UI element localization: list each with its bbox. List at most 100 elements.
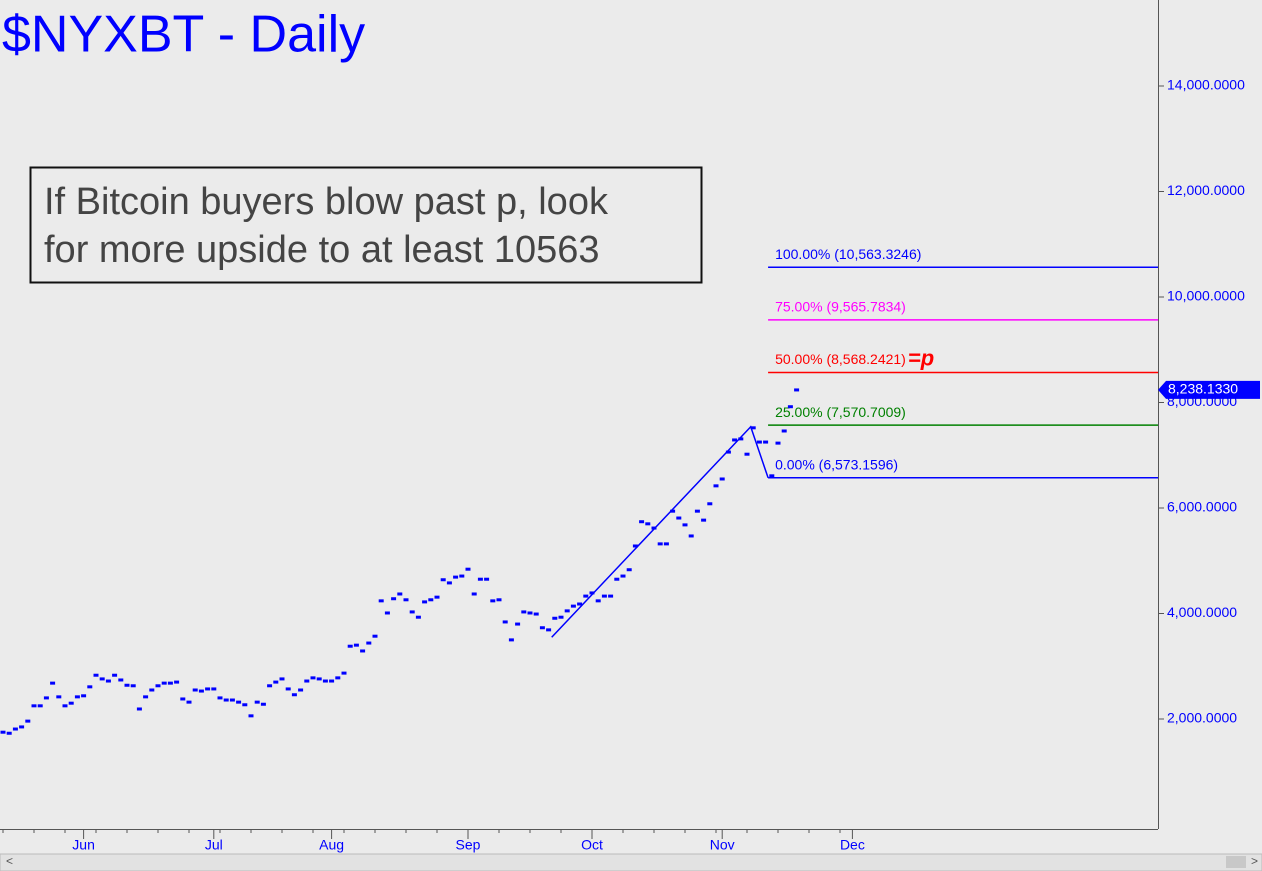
annotation-box [29,166,703,284]
price-dash [732,438,738,442]
price-dash [105,679,111,683]
price-dash [50,681,56,685]
annotation-line: If Bitcoin buyers blow past p, look [44,181,609,223]
price-dash [639,520,645,524]
price-dash [242,703,248,707]
price-dash [527,611,533,615]
price-dash [552,616,558,620]
fib-note: =p [908,345,934,370]
price-dash [564,609,570,613]
price-dash [217,696,223,700]
price-dash [174,680,180,684]
scroll-left[interactable]: < [6,854,13,868]
price-dash [136,707,142,711]
price-dash [490,599,496,603]
price-dash [601,594,607,598]
price-dash [756,440,762,444]
price-dash [384,611,390,615]
price-dash [366,641,372,645]
fib-label: 100.00% (10,563.3246) [775,246,921,262]
price-dash [415,615,421,619]
y-tick-label: 12,000.0000 [1167,182,1245,198]
price-dash [701,518,707,522]
price-dash [19,725,25,729]
price-dash [192,688,198,692]
price-dash [155,684,161,688]
price-dash [539,626,545,630]
price-dash [657,542,663,546]
price-dash [533,612,539,616]
price-dash [316,677,322,681]
price-dash [738,437,744,441]
price-dash [56,695,62,699]
price-dash [775,441,781,445]
x-tick-label: Nov [710,837,735,853]
price-marker [1158,380,1260,399]
price-dash [663,542,669,546]
price-dash [360,649,366,653]
price-dash [484,577,490,581]
price-dash [521,610,527,614]
scroll-thumb[interactable] [1226,856,1246,868]
fib-label: 25.00% (7,570.7009) [775,404,906,420]
price-dash [459,574,465,578]
price-dash [707,502,713,506]
price-dash [279,677,285,681]
scroll-right[interactable]: > [1251,854,1258,868]
price-dash [446,581,452,585]
price-dash [68,701,74,705]
price-dash [508,638,514,642]
price-dash [353,643,359,647]
price-dash [626,568,632,572]
x-tick-label: Jul [205,837,223,853]
price-dash [273,680,279,684]
y-tick-label: 4,000.0000 [1167,604,1237,620]
price-dash [167,681,173,685]
price-dash [583,594,589,598]
x-tick-label: Dec [840,837,865,853]
price-dash [118,678,124,682]
price-dash [291,693,297,697]
price-dash [570,604,576,608]
price-dash [471,592,477,596]
price-dash [130,684,136,688]
price-dash [254,700,260,704]
price-dash [694,509,700,513]
price-dash [236,700,242,704]
x-tick-label: Jun [72,837,95,853]
price-dash [99,677,105,681]
price-dash [12,727,18,731]
price-marker-label: 8,238.1330 [1168,381,1238,397]
price-dash [378,599,384,603]
price-dash [546,628,552,632]
price-dash [608,594,614,598]
price-dash [434,595,440,599]
x-tick-label: Oct [581,837,603,853]
price-dash [260,702,266,706]
price-dash [428,598,434,602]
price-dash [794,388,800,392]
price-dash [787,405,793,409]
price-dash [577,602,583,606]
price-dash [74,695,80,699]
price-dash [211,687,217,691]
price-dash [422,600,428,604]
price-dash [31,704,37,708]
price-dash [335,676,341,680]
price-dash [372,634,378,638]
price-dash [670,509,676,513]
price-dash [248,714,254,718]
fib-label: 50.00% (8,568.2421) [775,351,906,367]
price-dash [285,687,291,691]
price-dash [769,474,775,478]
price-dash [180,697,186,701]
price-dash [496,598,502,602]
y-tick-label: 14,000.0000 [1167,77,1245,93]
price-dash [229,698,235,702]
price-dash [341,671,347,675]
price-dash [477,577,483,581]
scrollbar[interactable] [0,853,1262,871]
price-dash [744,452,750,456]
price-dash [558,615,564,619]
